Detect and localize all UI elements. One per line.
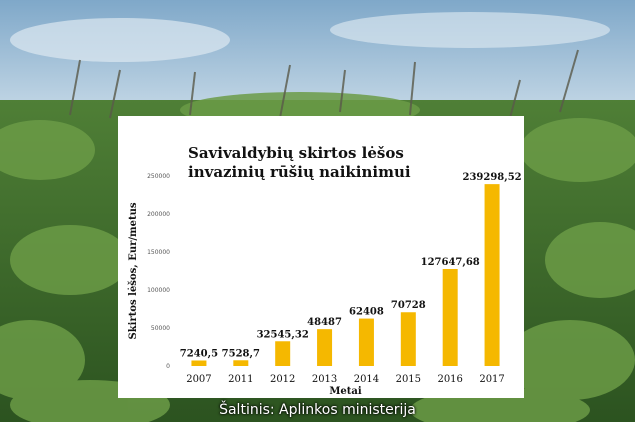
y-tick-label: 100000	[147, 287, 170, 294]
bar-value-label: 70728	[391, 300, 426, 311]
y-tick-label: 0	[166, 363, 170, 370]
x-tick-label: 2017	[479, 374, 504, 385]
chart-title-line-2: invazinių rūšių naikinimui	[188, 163, 411, 181]
x-tick-label: 2007	[186, 374, 211, 385]
bar-value-label: 7528,7	[222, 348, 260, 359]
bar	[400, 312, 416, 366]
y-tick-label: 50000	[151, 325, 170, 332]
bar-value-label: 127647,68	[421, 257, 480, 268]
x-tick-label: 2012	[270, 374, 295, 385]
bar	[358, 318, 374, 366]
x-tick-label: 2015	[396, 374, 421, 385]
bar	[233, 360, 249, 366]
chart-title-line-1: Savivaldybių skirtos lėšos	[188, 144, 404, 162]
x-tick-label: 2011	[228, 374, 253, 385]
bar-value-label: 62408	[349, 307, 384, 318]
x-axis-title: Metai	[329, 386, 362, 397]
bar	[275, 341, 291, 366]
chart-panel: 0 50000 100000 150000 200000 250000 7240,5 2007…	[118, 116, 524, 398]
bar-value-label: 7240,5	[180, 348, 218, 359]
bar	[191, 360, 207, 366]
y-tick-label: 200000	[147, 211, 170, 218]
bar	[442, 268, 458, 366]
source-caption: Šaltinis: Aplinkos ministerija	[219, 402, 416, 418]
x-tick-label: 2013	[312, 374, 337, 385]
x-tick-label: 2016	[437, 374, 462, 385]
bar	[484, 184, 500, 366]
bar-value-label: 48487	[307, 317, 342, 328]
y-tick-label: 250000	[147, 173, 170, 180]
bar	[317, 329, 333, 366]
y-axis-title: Skirtos lėšos, Eur/metus	[128, 202, 139, 339]
y-tick-label: 150000	[147, 249, 170, 256]
bar-value-label: 239298,52	[462, 172, 521, 183]
bar-value-label: 32545,32	[257, 329, 309, 340]
bar-chart: 0 50000 100000 150000 200000 250000 7240,5 2007…	[128, 172, 522, 397]
chart-title: Savivaldybių skirtos lėšos invazinių rūš…	[188, 144, 448, 182]
x-tick-label: 2014	[354, 374, 379, 385]
